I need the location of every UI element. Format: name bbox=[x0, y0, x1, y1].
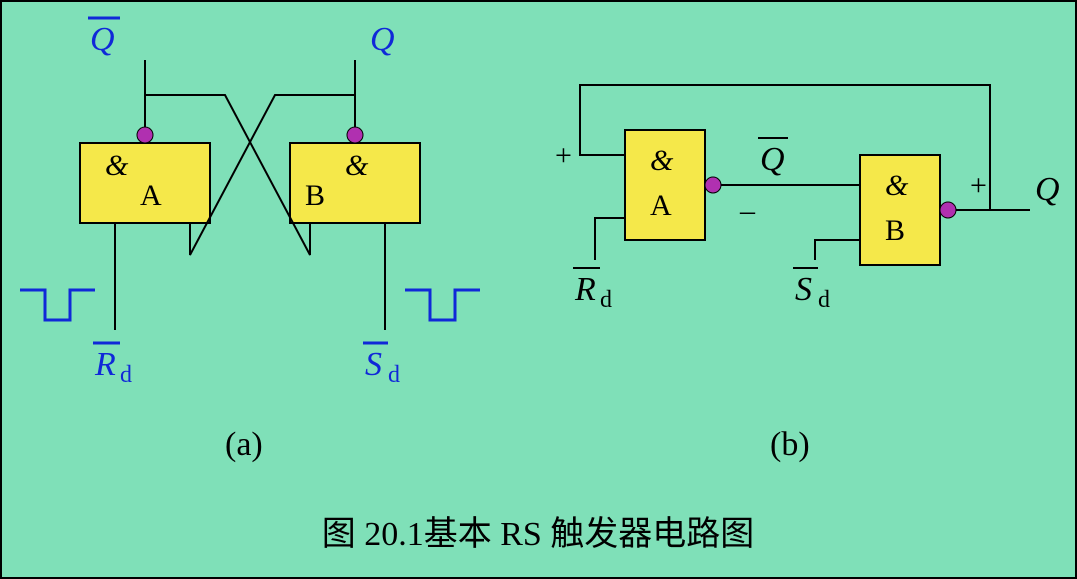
b-out-qbar-label: Q bbox=[758, 138, 788, 178]
svg-text:d: d bbox=[388, 362, 400, 388]
gate-b-label-b: B bbox=[885, 214, 905, 247]
gate-b-out-dot bbox=[347, 127, 363, 143]
sublabel-b: (b) bbox=[770, 426, 810, 463]
a-out-q-label: Q bbox=[370, 21, 395, 58]
gate-b-amp-b: & bbox=[885, 169, 909, 202]
gate-a-amp: & bbox=[105, 149, 129, 182]
gate-a-amp-b: & bbox=[650, 144, 674, 177]
b-plus-b: + bbox=[970, 169, 987, 202]
gate-a-label-b: A bbox=[650, 189, 672, 222]
svg-text:S: S bbox=[365, 346, 382, 383]
svg-text:Q: Q bbox=[760, 141, 785, 178]
gate-a-out-dot-b bbox=[705, 177, 721, 193]
svg-text:S: S bbox=[795, 271, 812, 308]
svg-text:R: R bbox=[574, 271, 596, 308]
sublabel-a: (a) bbox=[225, 426, 263, 463]
b-minus-a: – bbox=[739, 194, 756, 227]
gate-b-out-dot-b bbox=[940, 202, 956, 218]
circuit-diagram: & A B & Q Q R d S bbox=[0, 0, 1077, 579]
svg-text:d: d bbox=[600, 287, 612, 313]
gate-b-amp: & bbox=[345, 149, 369, 182]
gate-a-label: A bbox=[140, 179, 162, 212]
background bbox=[0, 0, 1077, 579]
svg-text:d: d bbox=[818, 287, 830, 313]
gate-b-label: B bbox=[305, 179, 325, 212]
svg-text:R: R bbox=[94, 346, 116, 383]
b-plus-a: + bbox=[555, 139, 572, 172]
gate-a-out-dot bbox=[137, 127, 153, 143]
b-out-q-label: Q bbox=[1035, 171, 1060, 208]
figure-caption: 图 20.1基本 RS 触发器电路图 bbox=[322, 515, 755, 553]
svg-text:Q: Q bbox=[90, 21, 115, 58]
svg-text:d: d bbox=[120, 362, 132, 388]
